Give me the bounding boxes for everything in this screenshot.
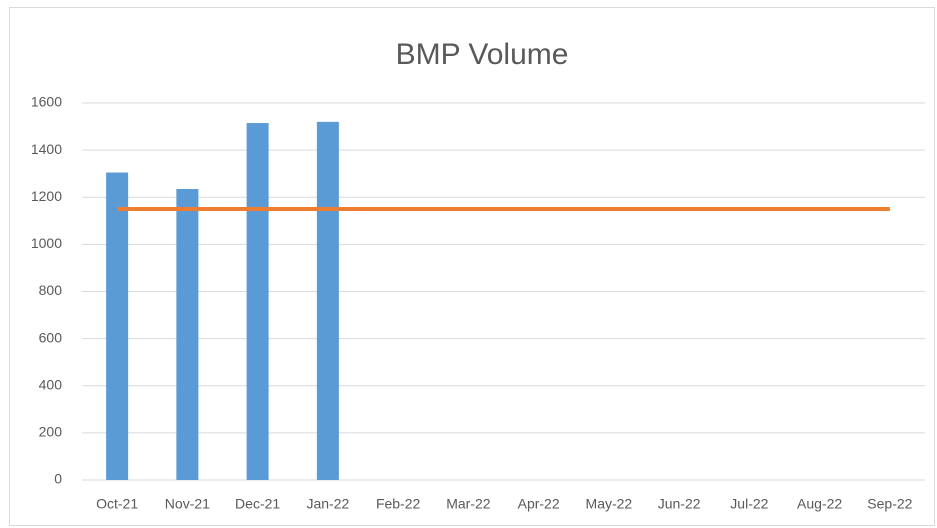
y-tick-label: 0 (54, 471, 62, 487)
y-tick-label: 1400 (31, 141, 62, 157)
chart-title: BMP Volume (396, 38, 569, 71)
bar (316, 121, 339, 480)
bar (176, 189, 199, 481)
y-tick-label: 800 (39, 282, 63, 298)
x-tick-label: Oct-21 (96, 496, 138, 512)
x-tick-label: Jul-22 (730, 496, 768, 512)
y-tick-label: 1600 (31, 94, 62, 110)
y-tick-label: 400 (39, 376, 63, 392)
chart-border (9, 7, 935, 526)
x-tick-label: Aug-22 (797, 496, 842, 512)
x-tick-label: Jun-22 (658, 496, 701, 512)
bar (246, 123, 269, 480)
x-tick-label: Feb-22 (376, 496, 421, 512)
x-tick-label: Sep-22 (867, 496, 912, 512)
x-tick-label: Apr-22 (518, 496, 560, 512)
x-tick-label: Dec-21 (235, 496, 280, 512)
x-tick-label: Mar-22 (446, 496, 491, 512)
bar (106, 172, 129, 480)
x-tick-label: Jan-22 (306, 496, 349, 512)
y-tick-label: 600 (39, 329, 63, 345)
x-tick-label: Nov-21 (165, 496, 210, 512)
y-tick-label: 1200 (31, 188, 62, 204)
y-tick-label: 1000 (31, 235, 62, 251)
y-tick-label: 200 (39, 424, 63, 440)
x-tick-label: May-22 (586, 496, 633, 512)
